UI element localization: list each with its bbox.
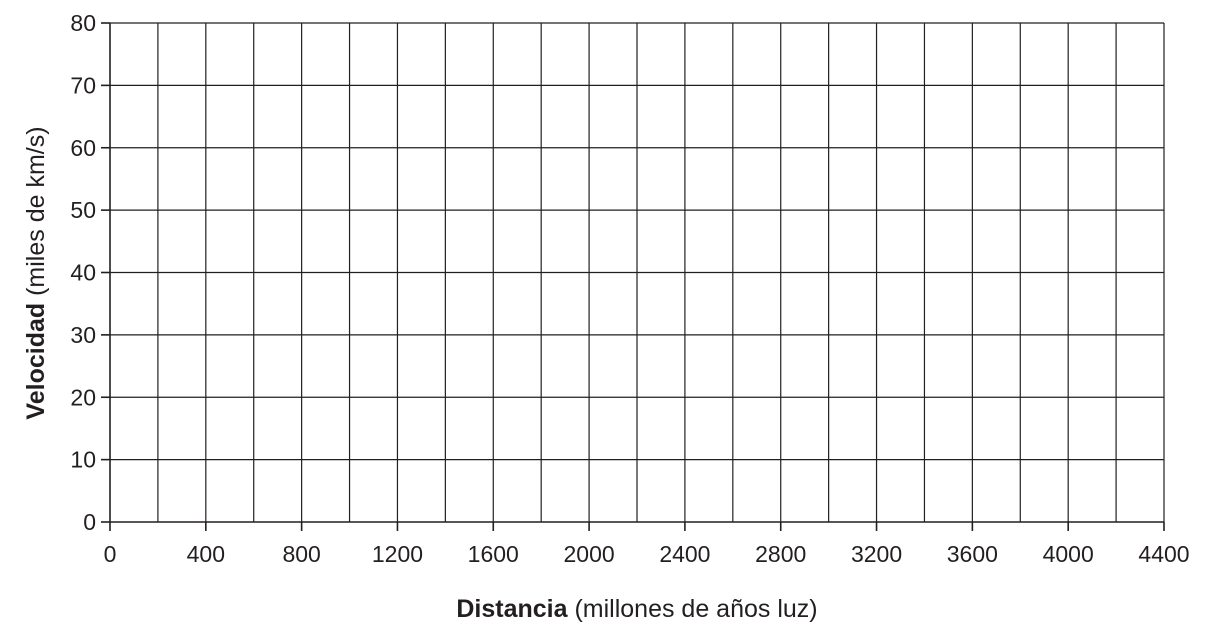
x-tick-label: 3600: [947, 541, 998, 567]
y-tick-label: 50: [70, 197, 96, 223]
x-tick-label: 1600: [468, 541, 519, 567]
horizontal-grid-lines: [110, 22, 1164, 461]
x-axis-title-bold: Distancia: [456, 595, 568, 623]
x-tick-label: 2000: [564, 541, 615, 567]
y-tick-label: 20: [70, 384, 96, 410]
x-axis-title: Distancia (millones de años luz): [456, 595, 817, 623]
x-tick-label: 4000: [1043, 541, 1094, 567]
x-tick-label: 1200: [372, 541, 423, 567]
x-tick-label: 2400: [659, 541, 710, 567]
x-tick-label: 4400: [1138, 541, 1189, 567]
y-axis-title-bold: Velocidad: [22, 303, 50, 420]
x-tick-label: 400: [187, 541, 225, 567]
x-axis-title-unit: (millones de años luz): [568, 595, 818, 623]
y-tick-label: 0: [83, 509, 96, 535]
y-axis-title: Velocidad (miles de km/s): [22, 126, 50, 419]
x-tick-label: 800: [282, 541, 320, 567]
y-tick-label: 80: [70, 10, 96, 36]
y-tick-label: 30: [70, 322, 96, 348]
y-tick-label: 10: [70, 447, 96, 473]
y-tick-label: 40: [70, 260, 96, 286]
y-tick-label: 70: [70, 72, 96, 98]
x-tick-label: 2800: [755, 541, 806, 567]
y-tick-label: 60: [70, 135, 96, 161]
y-axis-title-unit: (miles de km/s): [22, 126, 50, 302]
x-tick-label: 0: [104, 541, 117, 567]
x-tick-label: 3200: [851, 541, 902, 567]
x-axis-tick-labels: 0 400 800 1200 1600 2000 2400 2800 3200 3600 4000 4…: [104, 541, 1190, 567]
y-axis-tick-labels: 0 10 20 30 40 50 60 70 80: [70, 10, 96, 535]
axes: [101, 22, 1165, 531]
